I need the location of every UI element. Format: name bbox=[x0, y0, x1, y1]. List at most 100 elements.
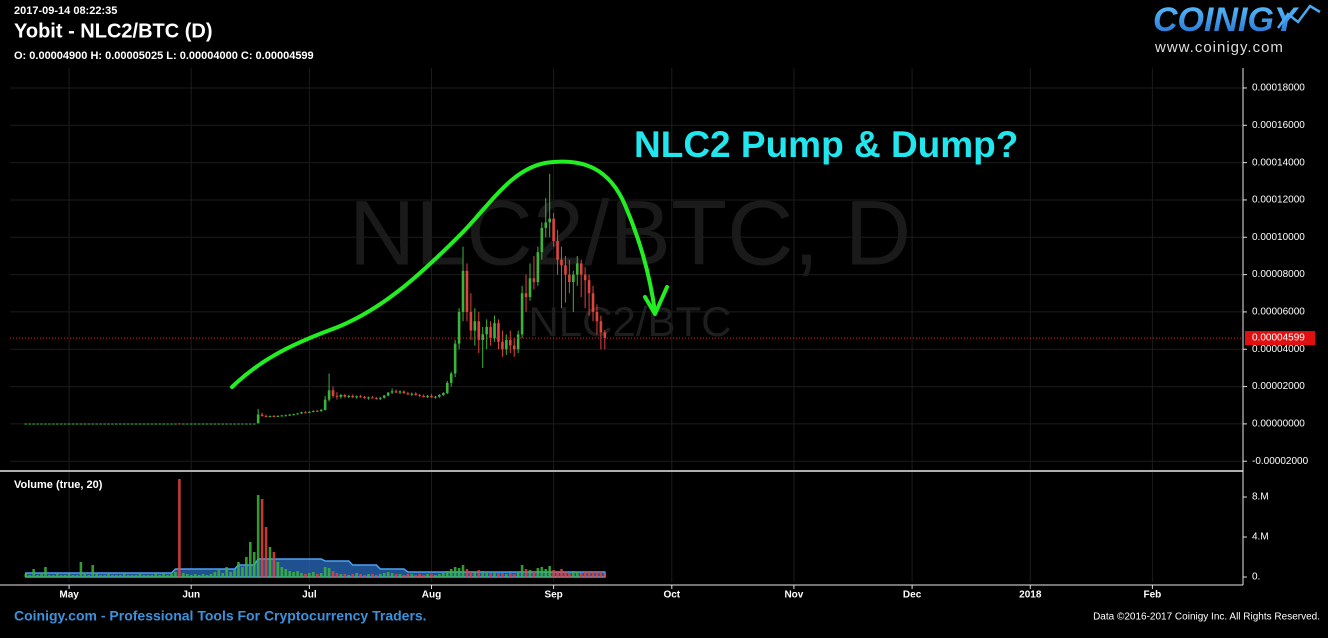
volume-bar bbox=[158, 575, 161, 577]
volume-bar bbox=[91, 565, 95, 577]
candle-body bbox=[595, 311, 599, 322]
volume-bar bbox=[418, 574, 421, 577]
volume-bar bbox=[587, 571, 591, 577]
candle-body bbox=[130, 423, 134, 425]
volume-bar bbox=[386, 572, 390, 577]
candle-body bbox=[414, 393, 418, 396]
candle-body bbox=[162, 423, 165, 425]
volume-bar bbox=[134, 575, 138, 577]
candle-body bbox=[44, 423, 47, 425]
candle-body bbox=[382, 395, 386, 398]
volume-bar bbox=[178, 479, 181, 577]
candle-body bbox=[182, 423, 185, 425]
candle-body bbox=[256, 414, 260, 424]
candle-body bbox=[375, 397, 378, 399]
volume-bar bbox=[516, 572, 520, 577]
candle-body bbox=[528, 278, 532, 297]
volume-bar bbox=[461, 565, 465, 577]
volume-bar bbox=[24, 574, 28, 577]
candle-body bbox=[508, 339, 512, 346]
candle-body bbox=[126, 423, 130, 425]
footer-copyright: Data ©2016-2017 Coinigy Inc. All Rights … bbox=[1093, 612, 1320, 623]
volume-bar bbox=[166, 575, 169, 577]
candle-body bbox=[347, 395, 351, 397]
volume-bar bbox=[560, 569, 563, 577]
y-tick-label: 0.00010000 bbox=[1252, 232, 1305, 243]
volume-bar bbox=[162, 573, 165, 577]
volume-bar bbox=[138, 574, 142, 577]
candle-body bbox=[524, 293, 528, 297]
volume-bar bbox=[63, 575, 67, 577]
candle-body bbox=[339, 394, 343, 397]
volume-bar bbox=[603, 573, 607, 577]
candle-body bbox=[205, 423, 209, 425]
candle-body bbox=[185, 423, 189, 425]
candle-body bbox=[493, 323, 496, 339]
volume-bar bbox=[28, 575, 31, 577]
candle-body bbox=[572, 274, 575, 283]
volume-bar bbox=[276, 562, 280, 577]
candle-body bbox=[260, 414, 264, 417]
volume-bar bbox=[237, 562, 240, 577]
volume-bar bbox=[343, 574, 347, 577]
candle-body bbox=[445, 382, 449, 394]
candle-body bbox=[426, 395, 429, 398]
candle-body bbox=[390, 391, 394, 393]
volume-bar bbox=[115, 575, 118, 577]
candle-body bbox=[453, 343, 457, 374]
volume-bar bbox=[142, 575, 146, 577]
candle-body bbox=[497, 323, 500, 342]
candle-body bbox=[591, 293, 595, 312]
volume-bar bbox=[469, 571, 473, 577]
candle-body bbox=[229, 423, 232, 425]
candle-body bbox=[28, 423, 31, 425]
volume-bar bbox=[556, 571, 559, 577]
volume-bar bbox=[319, 573, 323, 577]
candle-body bbox=[430, 395, 433, 398]
volume-bar bbox=[347, 575, 351, 577]
candle-body bbox=[296, 413, 299, 415]
volume-bar bbox=[154, 574, 158, 577]
y-tick-label: 0.00016000 bbox=[1252, 120, 1305, 131]
candle-body bbox=[264, 416, 268, 418]
candle-body bbox=[252, 423, 256, 425]
candle-body bbox=[304, 412, 307, 414]
volume-bar bbox=[449, 569, 453, 577]
y-tick-label: 0.00008000 bbox=[1252, 269, 1305, 280]
candle-body bbox=[568, 274, 571, 283]
logo-url: www.coinigy.com bbox=[1154, 39, 1284, 56]
volume-bar bbox=[394, 574, 398, 577]
volume-bar bbox=[260, 499, 264, 577]
candle-body bbox=[367, 397, 370, 399]
y-tick-label: 0.00014000 bbox=[1252, 157, 1305, 168]
candle-body bbox=[560, 259, 563, 266]
candle-body bbox=[225, 423, 228, 425]
candle-body bbox=[158, 423, 161, 425]
candle-body bbox=[485, 326, 488, 335]
volume-bar bbox=[398, 574, 402, 577]
volume-bar bbox=[579, 573, 583, 577]
candle-body bbox=[166, 423, 169, 425]
volume-bar bbox=[284, 569, 288, 577]
y-tick-label: 0.00006000 bbox=[1252, 307, 1305, 318]
candle-body bbox=[398, 391, 402, 393]
volume-bar bbox=[422, 575, 425, 577]
candle-body bbox=[583, 274, 587, 281]
volume-bar bbox=[40, 574, 43, 577]
last-price-label: 0.00004599 bbox=[1252, 333, 1305, 344]
candle-body bbox=[343, 394, 347, 397]
volume-bar bbox=[229, 572, 232, 577]
x-tick-label: Jun bbox=[182, 590, 200, 601]
volume-bar bbox=[532, 571, 536, 577]
candle-body bbox=[371, 397, 374, 399]
candle-body bbox=[516, 334, 520, 350]
x-tick-label: 2018 bbox=[1019, 590, 1042, 601]
volume-bar bbox=[339, 574, 343, 577]
candle-body bbox=[552, 218, 555, 242]
candle-body bbox=[442, 393, 445, 395]
candle-body bbox=[272, 416, 276, 418]
logo: COINIGY bbox=[1153, 1, 1300, 39]
candle-body bbox=[461, 270, 465, 312]
timestamp: 2017-09-14 08:22:35 bbox=[14, 5, 117, 17]
volume-bar bbox=[410, 574, 414, 577]
